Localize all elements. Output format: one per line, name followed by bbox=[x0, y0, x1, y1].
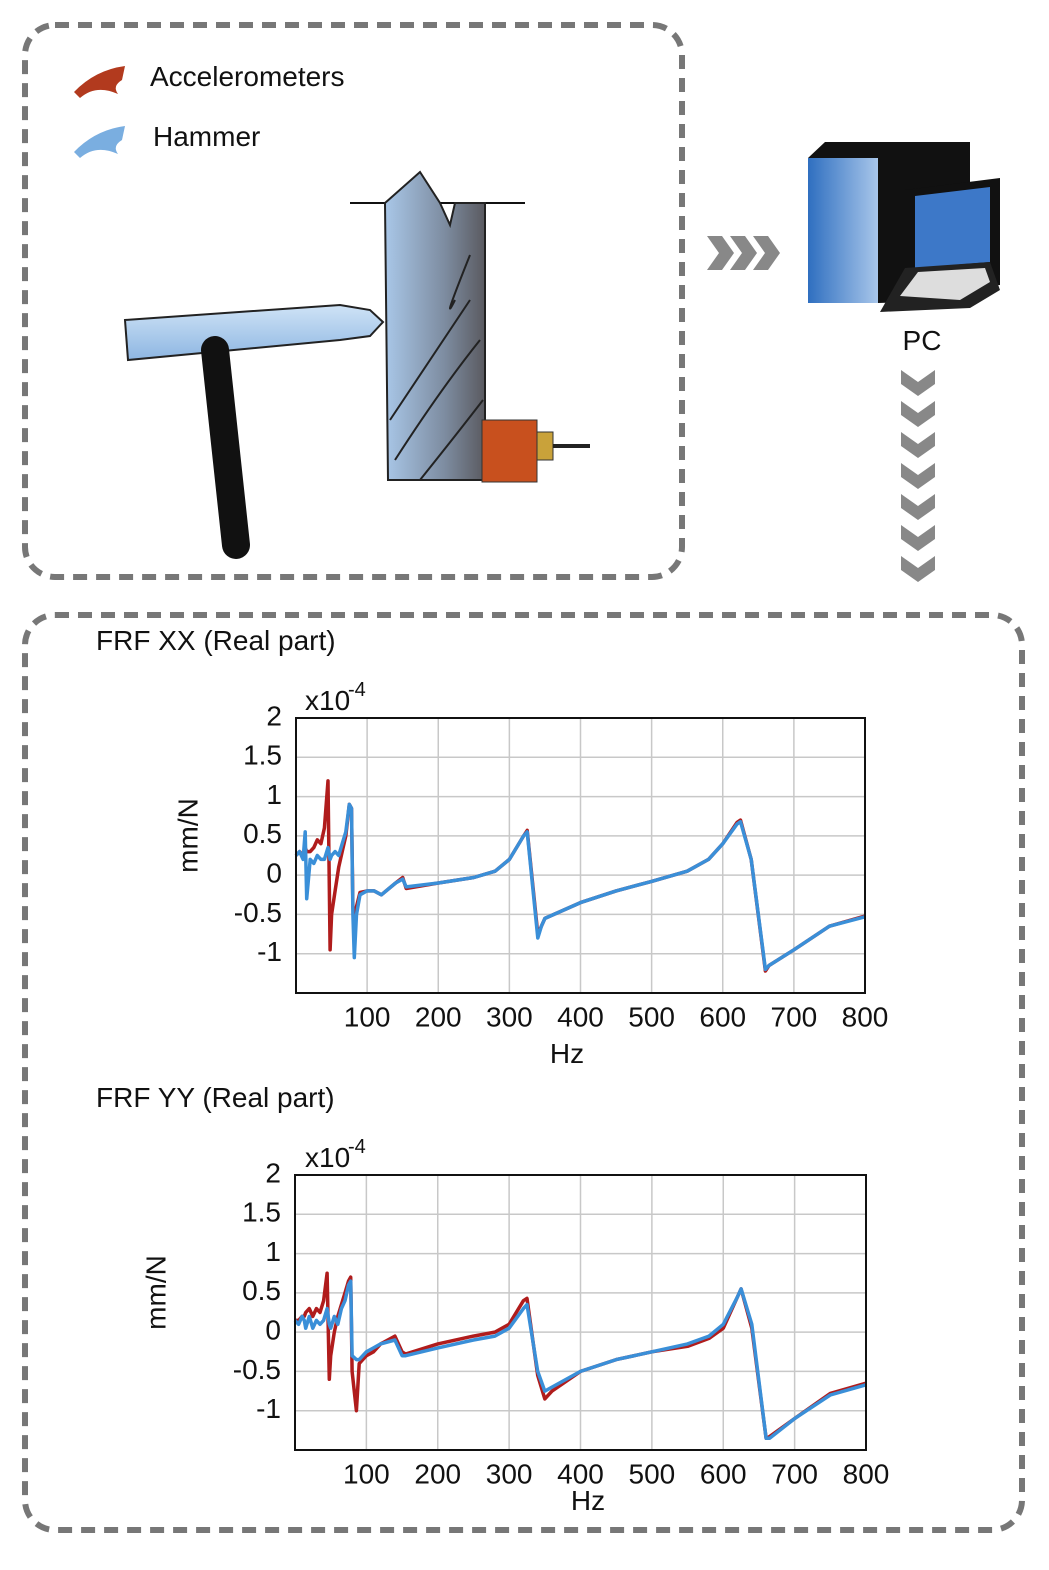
x-tick-label: 500 bbox=[628, 1001, 675, 1032]
accelerometer-icon bbox=[74, 66, 125, 98]
x-tick-label: 100 bbox=[343, 1458, 390, 1489]
x-tick-label: 600 bbox=[699, 1001, 746, 1032]
y-tick-label: -1 bbox=[257, 936, 282, 967]
pc-label: PC bbox=[903, 325, 942, 356]
series-line bbox=[294, 802, 866, 972]
hammer-icon bbox=[74, 126, 125, 158]
x-tick-label: 600 bbox=[700, 1458, 747, 1489]
y-axis-label: mm/N bbox=[172, 798, 203, 873]
plot-frame bbox=[295, 717, 866, 994]
pc-tower-front bbox=[808, 158, 878, 303]
x-tick-label: 400 bbox=[557, 1001, 604, 1032]
scale-label: x10 bbox=[305, 685, 350, 716]
y-axis-label: mm/N bbox=[140, 1255, 171, 1330]
x-axis-label: Hz bbox=[550, 1038, 584, 1069]
x-tick-label: 800 bbox=[842, 1001, 889, 1032]
x-tick-label: 300 bbox=[486, 1001, 533, 1032]
accelerometer bbox=[481, 419, 538, 483]
screen bbox=[915, 187, 990, 268]
y-tick-label: 1.5 bbox=[243, 740, 282, 771]
y-tick-label: 0 bbox=[266, 858, 282, 889]
scale-label: x10 bbox=[305, 1142, 350, 1173]
y-tick-label: 0 bbox=[265, 1315, 281, 1346]
hammer-handle bbox=[201, 336, 250, 559]
x-tick-label: 500 bbox=[629, 1458, 676, 1489]
x-tick-label: 700 bbox=[771, 1458, 818, 1489]
series-line bbox=[295, 1271, 867, 1440]
y-tick-label: -0.5 bbox=[234, 897, 282, 928]
tool-flutes bbox=[389, 254, 484, 481]
y-tick-label: 2 bbox=[265, 1157, 281, 1188]
setup-box bbox=[22, 22, 685, 580]
results-box bbox=[22, 612, 1025, 1533]
connector bbox=[536, 431, 554, 461]
x-tick-label: 700 bbox=[771, 1001, 818, 1032]
y-tick-label: 0.5 bbox=[242, 1275, 281, 1306]
tool bbox=[383, 170, 486, 481]
x-axis-label: Hz bbox=[571, 1485, 605, 1516]
legend-label: Hammer bbox=[153, 121, 260, 152]
arrow-down bbox=[901, 370, 935, 582]
hammer-head bbox=[123, 303, 385, 362]
keys bbox=[900, 268, 990, 300]
y-tick-label: 2 bbox=[266, 700, 282, 731]
y-tick-label: 1.5 bbox=[242, 1197, 281, 1228]
y-tick-label: -0.5 bbox=[233, 1354, 281, 1385]
x-tick-label: 200 bbox=[414, 1458, 461, 1489]
y-tick-label: 1 bbox=[266, 779, 282, 810]
chart-title: FRF YY (Real part) bbox=[96, 1082, 335, 1113]
y-tick-label: -1 bbox=[256, 1393, 281, 1424]
arrow-right bbox=[707, 236, 780, 270]
x-tick-label: 300 bbox=[486, 1458, 533, 1489]
x-tick-label: 400 bbox=[557, 1458, 604, 1489]
x-tick-label: 800 bbox=[843, 1458, 890, 1489]
scale-exponent: -4 bbox=[348, 1136, 366, 1158]
x-tick-label: 200 bbox=[415, 1001, 462, 1032]
plot-frame bbox=[294, 1174, 867, 1451]
y-tick-label: 0.5 bbox=[243, 818, 282, 849]
x-tick-label: 100 bbox=[344, 1001, 391, 1032]
legend-label: Accelerometers bbox=[150, 61, 345, 92]
series-line bbox=[293, 1279, 867, 1440]
chart-title: FRF XX (Real part) bbox=[96, 625, 336, 656]
y-tick-label: 1 bbox=[265, 1236, 281, 1267]
scale-exponent: -4 bbox=[348, 679, 366, 701]
